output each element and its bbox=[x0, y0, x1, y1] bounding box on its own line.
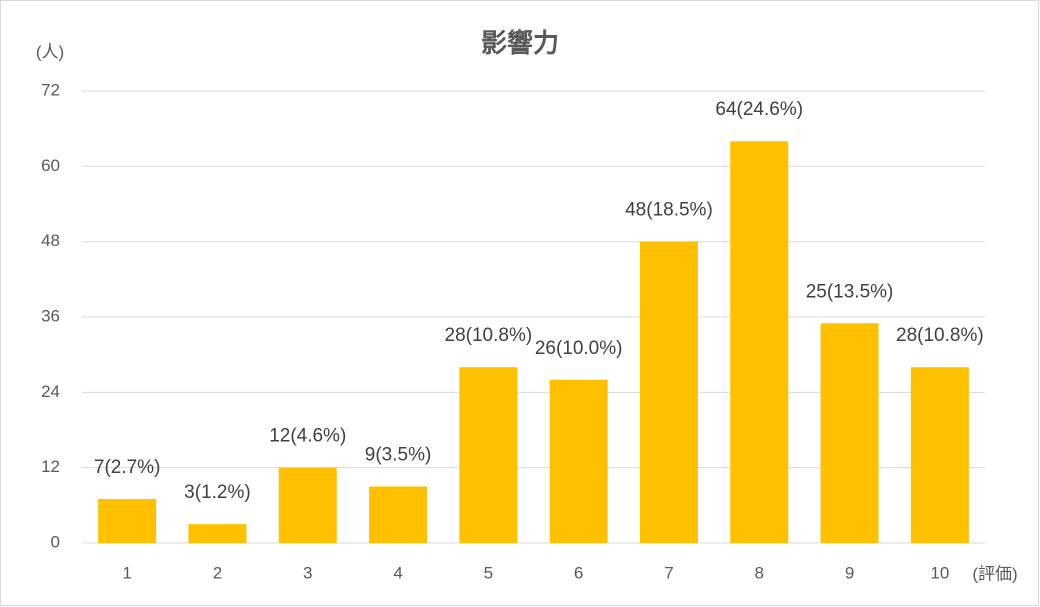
bar bbox=[910, 367, 969, 543]
bar bbox=[730, 141, 789, 543]
bar-annotation: 25(13.5%) bbox=[806, 281, 894, 302]
chart-title: 影響力 bbox=[481, 28, 559, 58]
bar bbox=[98, 499, 157, 543]
x-tick-label: 3 bbox=[303, 563, 312, 582]
bar bbox=[188, 524, 247, 543]
bar bbox=[549, 379, 608, 543]
bar bbox=[639, 241, 698, 543]
x-tick-label: 2 bbox=[213, 563, 222, 582]
bar bbox=[369, 486, 428, 543]
y-tick-label: 72 bbox=[41, 80, 60, 99]
y-tick-label: 48 bbox=[41, 231, 60, 250]
bar-annotation: 3(1.2%) bbox=[184, 482, 251, 503]
y-tick-label: 0 bbox=[51, 532, 60, 551]
bar-annotation: 7(2.7%) bbox=[94, 457, 161, 478]
x-tick-label: 6 bbox=[574, 563, 583, 582]
y-tick-label: 60 bbox=[41, 156, 60, 175]
x-tick-label: 7 bbox=[664, 563, 673, 582]
x-tick-label: 4 bbox=[393, 563, 402, 582]
bar-annotation: 12(4.6%) bbox=[269, 426, 346, 447]
x-tick-label: 9 bbox=[845, 563, 854, 582]
bar bbox=[278, 467, 337, 543]
bar bbox=[820, 323, 879, 543]
x-tick-label: 5 bbox=[484, 563, 493, 582]
x-tick-label: 10 bbox=[930, 563, 949, 582]
y-axis-label: (人) bbox=[36, 42, 64, 61]
bar-annotation: 26(10.0%) bbox=[535, 338, 623, 359]
y-tick-label: 24 bbox=[41, 382, 60, 401]
x-tick-label: 8 bbox=[755, 563, 764, 582]
bar bbox=[459, 367, 518, 543]
x-tick-label: 1 bbox=[122, 563, 131, 582]
y-tick-label: 12 bbox=[41, 457, 60, 476]
bar-annotation: 28(10.8%) bbox=[445, 325, 533, 346]
bar-annotation: 48(18.5%) bbox=[625, 200, 713, 221]
bar-annotation: 28(10.8%) bbox=[896, 325, 984, 346]
y-tick-label: 36 bbox=[41, 306, 60, 325]
bar-annotation: 64(24.6%) bbox=[715, 99, 803, 120]
bar-annotation: 9(3.5%) bbox=[365, 445, 432, 466]
x-axis-label: (評価) bbox=[972, 564, 1017, 583]
